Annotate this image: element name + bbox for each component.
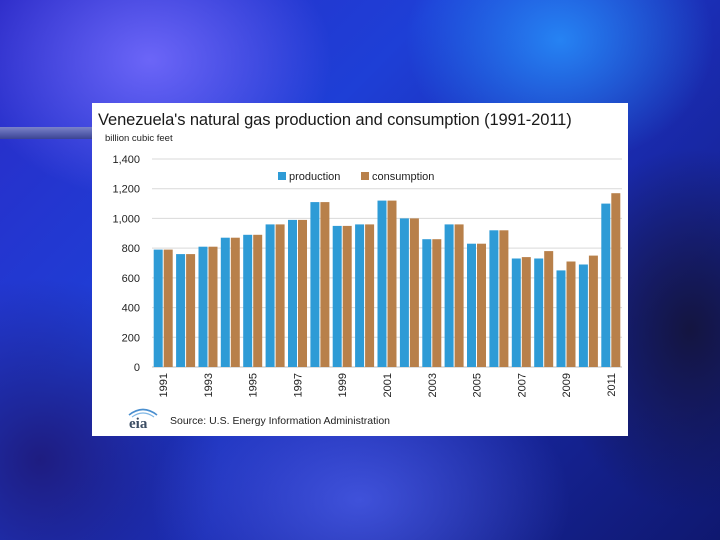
y-tick-label: 400 bbox=[122, 303, 140, 315]
source-note: Source: U.S. Energy Information Administ… bbox=[170, 415, 391, 427]
production-bar-2007 bbox=[511, 258, 521, 367]
consumption-bar-2004 bbox=[454, 224, 464, 367]
production-bar-2002 bbox=[399, 218, 409, 367]
consumption-bar-1994 bbox=[230, 237, 240, 367]
y-tick-label: 600 bbox=[122, 273, 140, 285]
y-tick-label: 0 bbox=[134, 362, 140, 374]
production-bar-1995 bbox=[243, 234, 253, 367]
consumption-bar-2010 bbox=[588, 255, 598, 367]
y-axis-unit-label: billion cubic feet bbox=[105, 133, 173, 144]
eia-logo-text: eia bbox=[129, 416, 148, 430]
consumption-bar-1996 bbox=[275, 224, 285, 367]
x-tick-label: 1999 bbox=[337, 373, 349, 397]
production-bar-2011 bbox=[601, 203, 611, 367]
production-bar-2006 bbox=[489, 230, 499, 367]
production-bar-1998 bbox=[310, 202, 320, 367]
consumption-bar-2006 bbox=[499, 230, 509, 367]
production-bar-1992 bbox=[176, 254, 186, 367]
consumption-bar-2002 bbox=[409, 218, 419, 367]
production-bar-1991 bbox=[153, 249, 163, 367]
y-axis-ticks: 0 200 400 600 800 1,000 1,200 1,400 bbox=[112, 154, 140, 374]
consumption-legend-swatch bbox=[361, 172, 369, 180]
x-tick-label: 1995 bbox=[248, 373, 260, 397]
production-legend-label: production bbox=[289, 171, 340, 183]
consumption-bar-2003 bbox=[432, 239, 442, 367]
production-bar-2008 bbox=[534, 258, 544, 367]
production-bar-2004 bbox=[444, 224, 454, 367]
production-bar-1996 bbox=[265, 224, 275, 367]
y-tick-label: 1,400 bbox=[112, 154, 140, 166]
consumption-bar-1991 bbox=[163, 249, 173, 367]
gridlines bbox=[152, 158, 622, 368]
consumption-bar-1999 bbox=[342, 225, 352, 367]
production-bar-2001 bbox=[377, 200, 387, 367]
decorative-bar bbox=[0, 127, 92, 139]
production-legend-swatch bbox=[278, 172, 286, 180]
y-tick-label: 1,000 bbox=[112, 213, 140, 225]
production-bar-1993 bbox=[198, 246, 208, 367]
x-axis-ticks: 1991 1993 1995 1997 1999 2001 2003 2005 2007 2009… bbox=[158, 373, 618, 397]
consumption-bar-2011 bbox=[611, 193, 621, 367]
x-tick-label: 2007 bbox=[516, 373, 528, 397]
consumption-bar-1995 bbox=[253, 234, 263, 367]
chart-title: Venezuela's natural gas production and c… bbox=[98, 111, 572, 129]
y-tick-label: 200 bbox=[122, 332, 140, 344]
x-tick-label: 2003 bbox=[427, 373, 439, 397]
consumption-bar-2000 bbox=[365, 224, 375, 367]
production-bar-2009 bbox=[556, 270, 566, 367]
x-tick-label: 1997 bbox=[293, 373, 305, 397]
x-tick-label: 1991 bbox=[158, 373, 170, 397]
production-bar-1997 bbox=[288, 219, 297, 367]
consumption-bar-2009 bbox=[566, 261, 576, 367]
consumption-bar-1998 bbox=[320, 202, 330, 367]
eia-logo: eia bbox=[128, 408, 158, 430]
consumption-bar-1997 bbox=[298, 219, 307, 367]
legend: production consumption bbox=[278, 171, 434, 183]
production-bar-2005 bbox=[467, 243, 476, 367]
production-bar-2000 bbox=[355, 224, 365, 367]
consumption-bar-2008 bbox=[544, 251, 554, 367]
x-tick-label: 1993 bbox=[203, 373, 215, 397]
chart-panel: Venezuela's natural gas production and c… bbox=[92, 103, 628, 436]
production-bar-1994 bbox=[220, 237, 230, 367]
consumption-bar-2001 bbox=[387, 200, 397, 367]
consumption-bar-2007 bbox=[521, 257, 531, 367]
x-tick-label: 2009 bbox=[561, 373, 573, 397]
production-bar-1999 bbox=[332, 225, 342, 367]
y-tick-label: 1,200 bbox=[112, 184, 140, 196]
x-tick-label: 2005 bbox=[472, 373, 484, 397]
consumption-bar-1992 bbox=[186, 254, 196, 367]
consumption-bar-1993 bbox=[208, 246, 218, 367]
y-tick-label: 800 bbox=[122, 243, 140, 255]
bars bbox=[153, 193, 621, 367]
production-bar-2010 bbox=[578, 264, 588, 367]
consumption-legend-label: consumption bbox=[372, 171, 434, 183]
x-tick-label: 2011 bbox=[606, 373, 618, 397]
consumption-bar-2005 bbox=[477, 243, 486, 367]
production-bar-2003 bbox=[422, 239, 432, 367]
x-tick-label: 2001 bbox=[382, 373, 394, 397]
